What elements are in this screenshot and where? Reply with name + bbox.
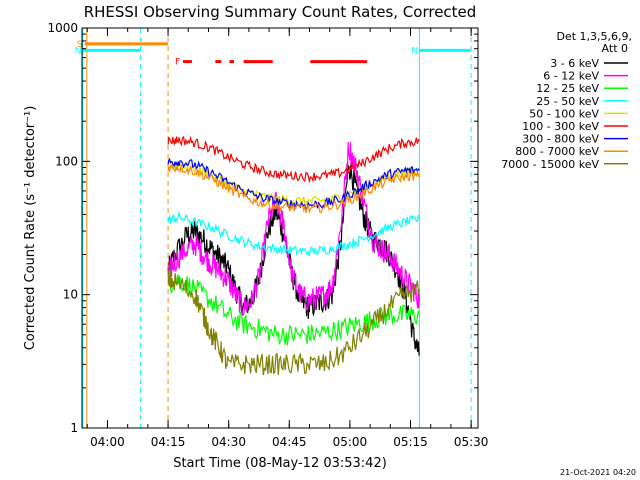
y-tick-label: 1 [70,421,78,435]
y-tick-label: 100 [55,154,78,168]
legend-entry-label: 50 - 100 keV [529,107,599,120]
legend-entry-label: 300 - 800 keV [522,133,599,146]
legend-entry-label: 6 - 12 keV [543,70,599,83]
series-line [167,163,420,356]
series-line [167,273,420,346]
flag-label: N [75,46,82,56]
x-tick-label: 04:00 [90,435,125,449]
x-tick-label: 05:00 [333,435,368,449]
series-line [167,157,420,210]
series-lines [167,135,420,376]
plot-frame [81,27,479,429]
flag-bars: SN NF [75,40,472,68]
series-line [167,141,420,316]
series-line [167,210,420,257]
chart-title: RHESSI Observing Summary Count Rates, Co… [84,3,477,21]
legend-entry-label: 100 - 300 keV [522,120,599,133]
series-line [167,269,420,376]
x-axis: 04:00 04:15 04:30 04:45 05:00 05:15 05:30 [86,28,489,449]
y-tick-label: 10 [63,288,78,302]
series-line [167,135,420,184]
legend-entry-label: 7000 - 15000 keV [501,158,599,171]
legend-entry-label: 12 - 25 keV [536,82,599,95]
x-tick-label: 04:15 [151,435,186,449]
y-axis-label: Corrected Count Rate (s⁻¹ detector⁻¹) [23,106,38,351]
x-tick-label: 04:30 [211,435,246,449]
x-tick-label: 05:15 [393,435,428,449]
x-tick-label: 05:30 [454,435,489,449]
flag-label: N [411,46,418,56]
flag-label: S [77,40,83,50]
y-axis: 1 10 100 1000 [47,21,478,435]
timestamp: 21-Oct-2021 04:20 [560,468,636,477]
x-axis-label: Start Time (08-May-12 03:53:42) [173,456,387,471]
legend-header-attenuator: Att 0 [602,42,628,55]
flag-label: F [175,58,180,68]
legend-entry-label: 800 - 7000 keV [515,145,599,158]
legend-entry-label: 25 - 50 keV [536,95,599,108]
time-markers [82,28,472,428]
legend-header-detectors: Det 1,3,5,6,9, [556,30,632,43]
legend-entry-label: 3 - 6 keV [550,57,599,70]
y-tick-label: 1000 [47,21,78,35]
x-tick-label: 04:45 [272,435,307,449]
series-line [167,163,420,214]
